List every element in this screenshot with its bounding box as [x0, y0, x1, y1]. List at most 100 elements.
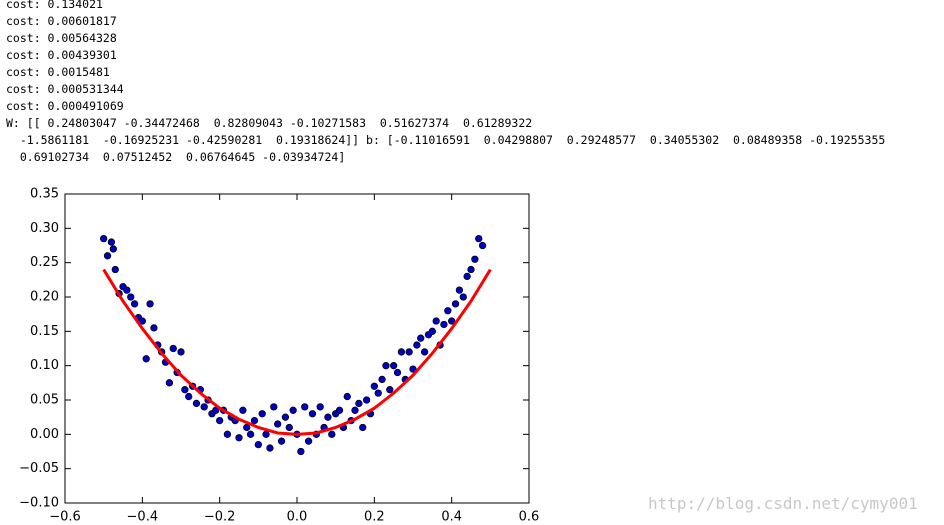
- point: [262, 430, 270, 438]
- point: [351, 406, 359, 414]
- point: [165, 379, 174, 387]
- point: [374, 389, 382, 397]
- point: [150, 324, 158, 332]
- point: [138, 317, 146, 325]
- point: [362, 396, 371, 404]
- point: [192, 399, 201, 408]
- point: [304, 437, 313, 445]
- point: [258, 410, 266, 418]
- point: [432, 317, 440, 325]
- point: [250, 416, 259, 425]
- point: [142, 355, 150, 363]
- x-tick-label: 0.0: [287, 510, 308, 525]
- point: [475, 234, 483, 243]
- fit-line: [102, 268, 492, 436]
- x-tick-label: 0.2: [364, 510, 385, 525]
- output-line: cost: 0.0015481: [6, 65, 110, 79]
- point: [440, 320, 448, 329]
- output-line: -1.5861181 -0.16925231 -0.42590281 0.193…: [6, 133, 886, 147]
- point: [455, 286, 464, 294]
- point: [239, 406, 247, 414]
- y-tick-label: 0.35: [30, 187, 59, 202]
- point: [409, 365, 417, 373]
- point: [343, 392, 351, 401]
- point: [451, 300, 460, 308]
- point: [417, 334, 425, 342]
- point: [123, 286, 131, 294]
- point: [463, 272, 471, 281]
- point: [448, 317, 456, 325]
- point: [111, 265, 119, 274]
- x-tick-label: −0.6: [49, 510, 81, 525]
- point: [355, 399, 363, 408]
- output-line: cost: 0.000531344: [6, 82, 124, 96]
- point: [386, 386, 394, 394]
- x-tick-label: −0.2: [204, 510, 236, 525]
- point: [324, 413, 332, 421]
- y-tick-label: 0.00: [30, 427, 59, 442]
- point: [478, 241, 487, 250]
- point: [382, 362, 390, 370]
- output-line: cost: 0.134021: [6, 0, 103, 11]
- point: [223, 430, 232, 438]
- point: [378, 375, 386, 384]
- output-text: cost: 0.134021 cost: 0.00601817 cost: 0.00…: [6, 0, 885, 166]
- point: [127, 293, 135, 301]
- point: [467, 265, 475, 274]
- point: [281, 413, 290, 421]
- plot-area: [64, 193, 530, 504]
- point: [393, 368, 402, 377]
- output-line: cost: 0.00601817: [6, 14, 117, 28]
- point: [301, 403, 309, 411]
- point: [270, 403, 278, 411]
- y-tick-label: 0.30: [30, 221, 59, 236]
- point: [390, 362, 398, 370]
- point: [181, 386, 189, 394]
- x-tick-label: 0.4: [441, 510, 462, 525]
- point: [335, 406, 344, 414]
- point: [428, 327, 436, 335]
- point: [109, 245, 117, 253]
- output-line: cost: 0.00564328: [6, 31, 117, 45]
- point: [266, 444, 274, 452]
- point: [103, 252, 112, 260]
- point: [413, 341, 421, 349]
- y-tick-label: 0.20: [30, 290, 59, 305]
- point: [285, 423, 293, 432]
- output-line: cost: 0.000491069: [6, 99, 124, 113]
- point: [297, 447, 305, 456]
- y-tick-label: 0.15: [30, 324, 59, 339]
- point: [146, 300, 154, 308]
- output-line: cost: 0.00439301: [6, 48, 117, 62]
- point: [169, 344, 177, 353]
- point: [316, 403, 324, 411]
- point: [444, 307, 452, 315]
- y-tick-label: 0.10: [30, 358, 59, 373]
- x-tick-label: 0.6: [519, 510, 540, 525]
- point: [308, 410, 317, 418]
- x-tick-label: −0.4: [127, 510, 159, 525]
- y-tick-label: 0.25: [30, 255, 59, 270]
- y-tick-label: −0.05: [19, 461, 59, 476]
- point: [243, 423, 251, 432]
- point: [185, 392, 193, 401]
- y-tick-label: −0.10: [19, 496, 59, 511]
- output-line: W: [[ 0.24803047 -0.34472468 0.82809043 …: [6, 116, 533, 130]
- point: [200, 403, 208, 411]
- point: [254, 440, 262, 449]
- point: [328, 430, 336, 438]
- point: [405, 348, 413, 356]
- point: [420, 348, 429, 356]
- output-line: 0.69102734 0.07512452 0.06764645 -0.0393…: [6, 150, 346, 164]
- point: [246, 430, 255, 438]
- point: [370, 382, 378, 390]
- point: [397, 348, 406, 356]
- point: [359, 423, 367, 432]
- point: [100, 234, 108, 243]
- point: [177, 348, 185, 356]
- point: [107, 238, 116, 246]
- point: [459, 293, 467, 301]
- y-tick-label: 0.05: [30, 393, 59, 408]
